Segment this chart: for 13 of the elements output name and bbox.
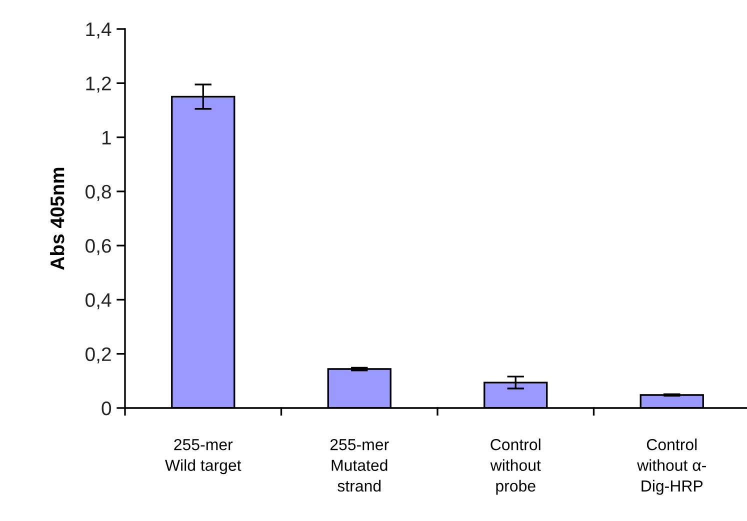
y-tick-label: 0,2 [86,347,111,364]
y-tick-label: 0 [102,401,112,416]
x-tick-label: 255-mer Mutated strand [330,438,389,492]
y-tick-label: 1,2 [86,76,111,93]
y-tick-label: 0,4 [86,293,112,310]
y-tick-label: 0,6 [86,239,111,256]
y-tick-label: 1,4 [86,22,112,39]
x-tick-label: 255-mer Wild target [165,438,242,474]
y-tick-label: 1 [102,130,111,144]
y-axis-title: Abs 405nm [50,168,64,270]
x-tick-label: Control without α- Dig-HRP [637,438,706,495]
x-tick-label: Control without probe [490,438,541,495]
y-tick-label: 0,8 [86,184,111,201]
